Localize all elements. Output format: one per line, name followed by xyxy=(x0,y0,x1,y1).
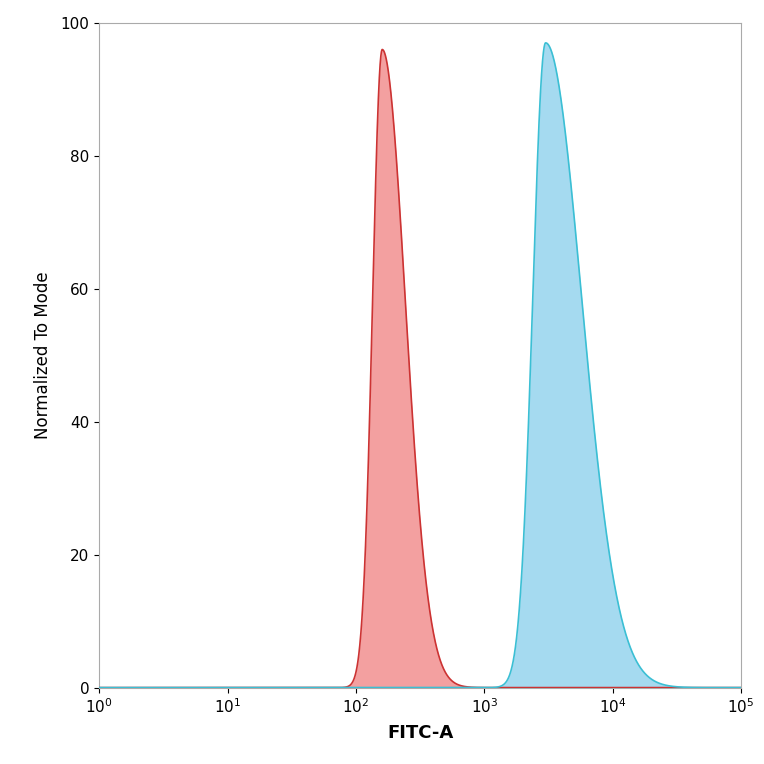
Y-axis label: Normalized To Mode: Normalized To Mode xyxy=(34,271,53,439)
X-axis label: FITC-A: FITC-A xyxy=(387,724,453,743)
